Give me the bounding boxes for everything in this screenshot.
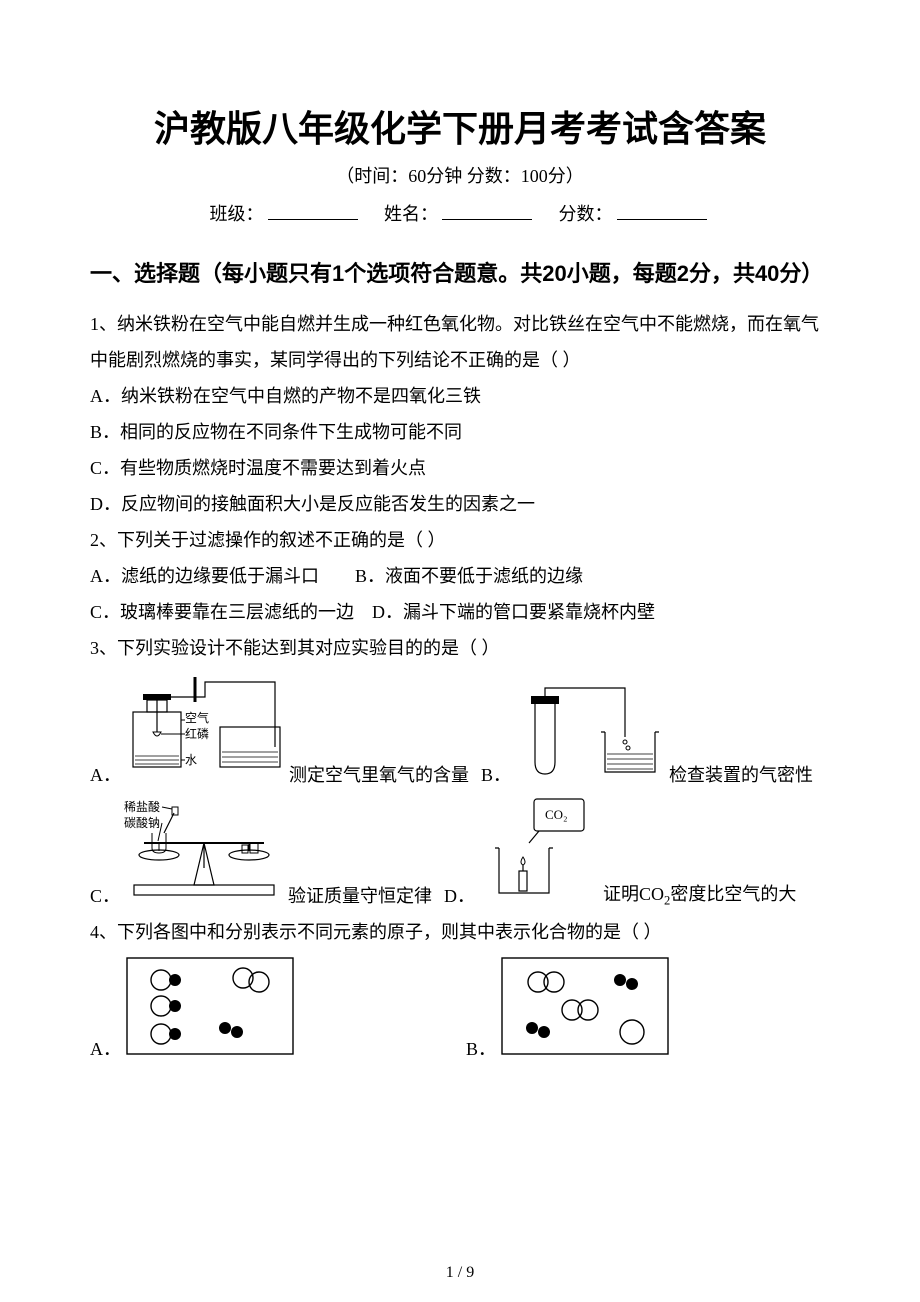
name-blank	[442, 201, 532, 220]
optC-label: C．	[90, 882, 120, 908]
q3-stem: 3、下列实验设计不能达到其对应实验目的的是（ ）	[90, 630, 830, 666]
label-co2: CO₂	[545, 807, 568, 822]
class-label: 班级：	[210, 204, 264, 224]
q4-stem: 4、下列各图中和分别表示不同元素的原子，则其中表示化合物的是（ ）	[90, 914, 830, 950]
q2-row2: C．玻璃棒要靠在三层滤纸的一边 D．漏斗下端的管口要紧靠烧杯内壁	[90, 594, 830, 630]
q3D-t2: 密度比空气的大	[670, 884, 796, 904]
q1-optC: C．有些物质燃烧时温度不需要达到着火点	[90, 450, 830, 486]
q4-figA-molecules-icon	[125, 956, 295, 1061]
q3-figB-apparatus-icon	[515, 682, 665, 787]
q3-figD-apparatus-icon: CO₂	[479, 793, 599, 908]
optD-label: D．	[444, 882, 475, 908]
q3-optC: C．	[90, 793, 432, 908]
q3-figC-balance-icon: 稀盐酸 碳酸钠	[124, 793, 284, 908]
q3-row1: A．	[90, 672, 830, 787]
q1-optD: D．反应物间的接触面积大小是反应能否发生的因素之一	[90, 486, 830, 522]
page: 沪教版八年级化学下册月考考试含答案 （时间：60分钟 分数：100分） 班级： …	[0, 0, 920, 1302]
name-label: 姓名：	[384, 204, 438, 224]
info-line: 班级： 姓名： 分数：	[90, 200, 830, 226]
q3-optA-text: 测定空气里氧气的含量	[289, 761, 469, 787]
q2-optB: B．液面不要低于滤纸的边缘	[355, 566, 583, 586]
score-label: 分数：	[559, 204, 613, 224]
q1-optB: B．相同的反应物在不同条件下生成物可能不同	[90, 414, 830, 450]
q3-optA: A．	[90, 672, 469, 787]
q3-figA-apparatus-icon: 空气 红磷 水	[125, 672, 285, 787]
q1-optA: A．纳米铁粉在空气中自燃的产物不是四氧化三铁	[90, 378, 830, 414]
class-blank	[268, 201, 358, 220]
q4-figB-molecules-icon	[500, 956, 670, 1061]
q2-row1: A．滤纸的边缘要低于漏斗口 B．液面不要低于滤纸的边缘	[90, 558, 830, 594]
q4-optA: A．	[90, 956, 454, 1061]
label-air: 空气	[185, 710, 209, 725]
q3-optC-text: 验证质量守恒定律	[288, 882, 432, 908]
q2-optC: C．玻璃棒要靠在三层滤纸的一边	[90, 602, 354, 622]
page-number: 1 / 9	[0, 1264, 920, 1282]
q3-optD: D． CO₂ 证明CO2密度比空气的大	[444, 793, 796, 908]
label-hcl: 稀盐酸	[124, 799, 160, 814]
q3-optD-text: 证明CO2密度比空气的大	[603, 880, 796, 909]
q2-optA: A．滤纸的边缘要低于漏斗口	[90, 566, 319, 586]
label-na2co3: 碳酸钠	[124, 815, 160, 830]
q1-stem: 1、纳米铁粉在空气中能自燃并生成一种红色氧化物。对比铁丝在空气中不能燃烧，而在氧…	[90, 306, 830, 378]
q4-row1: A．	[90, 956, 830, 1061]
q4-optA-label: A．	[90, 1035, 121, 1061]
document-title: 沪教版八年级化学下册月考考试含答案	[90, 100, 830, 152]
label-redp: 红磷	[185, 726, 209, 741]
q2-stem: 2、下列关于过滤操作的叙述不正确的是（ ）	[90, 522, 830, 558]
q3D-t1: 证明CO	[603, 884, 664, 904]
q4-optB: B．	[466, 956, 830, 1061]
q4-optB-label: B．	[466, 1035, 496, 1061]
q3-optB: B．	[481, 682, 813, 787]
optB-label: B．	[481, 761, 511, 787]
q2-optD: D．漏斗下端的管口要紧靠烧杯内壁	[372, 602, 655, 622]
document-subtitle: （时间：60分钟 分数：100分）	[90, 162, 830, 188]
score-blank	[617, 201, 707, 220]
q3-optB-text: 检查装置的气密性	[669, 761, 813, 787]
optA-label: A．	[90, 761, 121, 787]
q3-row2: C．	[90, 793, 830, 908]
section-heading: 一、选择题（每小题只有1个选项符合题意。共20小题，每题2分，共40分）	[90, 250, 830, 298]
label-water: 水	[185, 753, 197, 767]
